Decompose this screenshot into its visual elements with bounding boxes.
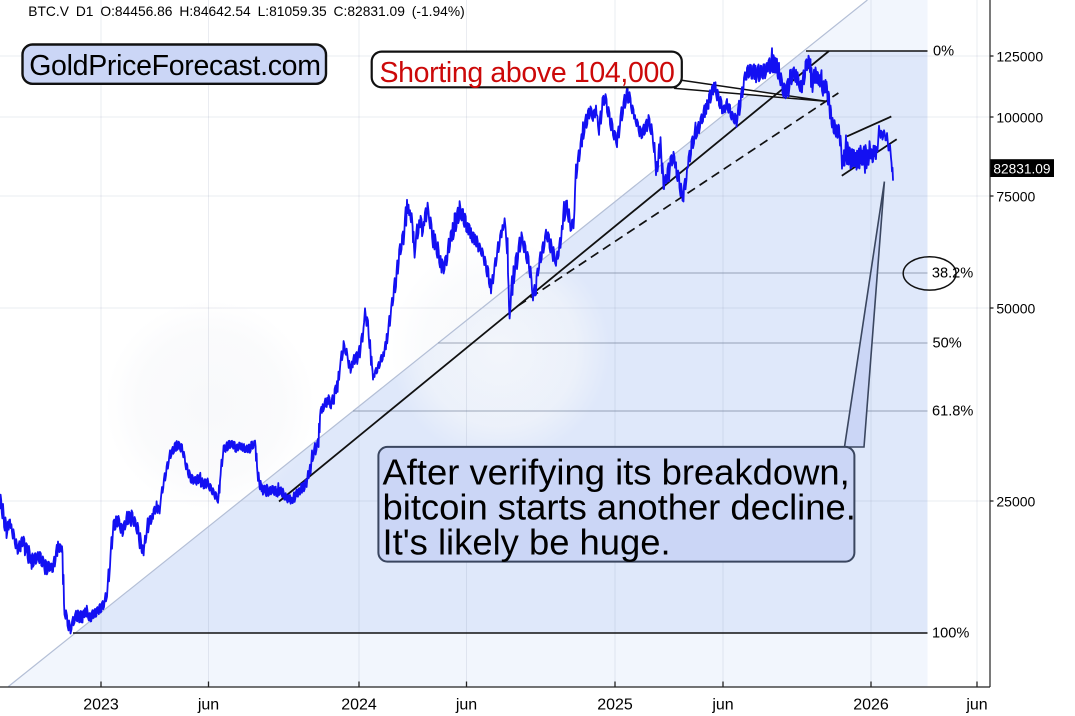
svg-text:After verifying its breakdown,: After verifying its breakdown, <box>383 452 850 493</box>
svg-text:2025: 2025 <box>597 697 633 714</box>
svg-text:38.2%: 38.2% <box>932 266 973 282</box>
svg-text:61.8%: 61.8% <box>932 404 973 420</box>
svg-text:bitcoin starts another decline: bitcoin starts another decline. <box>383 487 856 528</box>
svg-text:82831.09: 82831.09 <box>993 161 1050 176</box>
svg-text:100%: 100% <box>932 626 969 642</box>
svg-text:jun: jun <box>711 697 733 714</box>
svg-text:75000: 75000 <box>996 189 1035 205</box>
svg-text:100000: 100000 <box>996 110 1043 126</box>
svg-text:jun: jun <box>197 697 219 714</box>
svg-text:jun: jun <box>965 697 987 714</box>
svg-text:2024: 2024 <box>341 697 377 714</box>
svg-text:125000: 125000 <box>996 49 1043 65</box>
svg-text:It's likely be huge.: It's likely be huge. <box>383 522 671 563</box>
svg-text:0%: 0% <box>933 44 954 60</box>
svg-text:BTC.V D1 O:84456.86 H:84642.54: BTC.V D1 O:84456.86 H:84642.54 L:81059.3… <box>28 4 464 19</box>
svg-text:2023: 2023 <box>83 697 119 714</box>
svg-text:Shorting above 104,000: Shorting above 104,000 <box>380 57 675 89</box>
svg-text:GoldPriceForecast.com: GoldPriceForecast.com <box>29 50 320 82</box>
svg-text:jun: jun <box>455 697 477 714</box>
svg-text:25000: 25000 <box>996 494 1035 510</box>
svg-text:2026: 2026 <box>853 697 889 714</box>
svg-text:50%: 50% <box>933 336 962 352</box>
svg-text:50000: 50000 <box>996 301 1035 317</box>
